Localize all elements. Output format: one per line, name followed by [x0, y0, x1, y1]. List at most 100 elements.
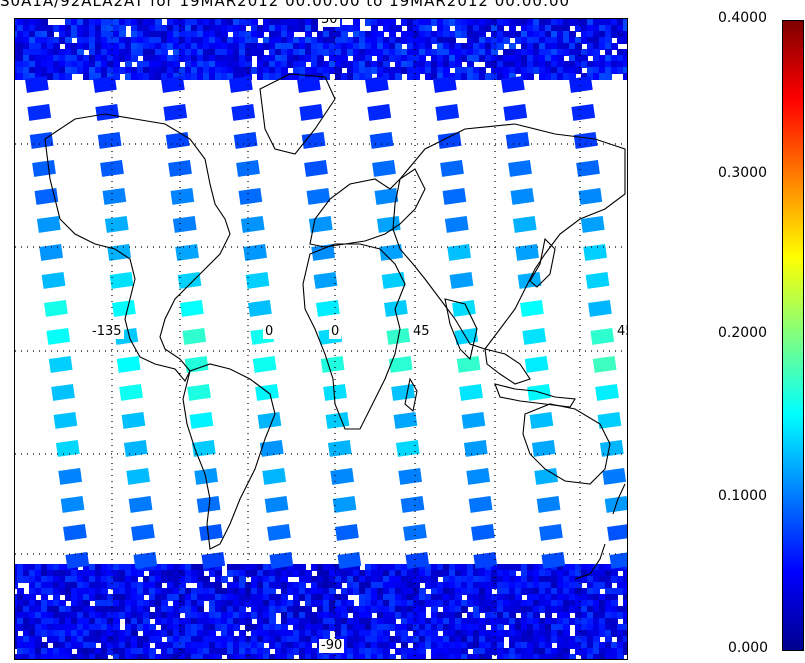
polar-retrieval-cell [317, 31, 324, 38]
polar-retrieval-cell [341, 624, 348, 631]
polar-retrieval-cell [485, 618, 492, 625]
polar-retrieval-cell [239, 67, 246, 74]
polar-retrieval-cell [47, 588, 54, 595]
polar-retrieval-cell [581, 648, 588, 655]
polar-retrieval-cell [269, 654, 276, 659]
retrieval-block [182, 328, 206, 345]
polar-retrieval-cell [251, 606, 258, 613]
polar-retrieval-cell [317, 570, 324, 577]
polar-retrieval-cell [269, 630, 276, 637]
polar-retrieval-cell [587, 43, 594, 50]
polar-retrieval-cell [233, 37, 240, 44]
polar-retrieval-cell [599, 606, 606, 613]
polar-retrieval-cell [467, 612, 474, 619]
polar-retrieval-cell [575, 49, 582, 56]
polar-retrieval-cell [269, 55, 276, 62]
retrieval-block [56, 440, 80, 457]
polar-retrieval-cell [509, 654, 516, 659]
polar-retrieval-cell [155, 61, 162, 68]
polar-retrieval-cell [407, 606, 414, 613]
polar-retrieval-cell [467, 55, 474, 62]
polar-retrieval-cell [275, 636, 282, 643]
polar-retrieval-cell [23, 630, 30, 637]
polar-retrieval-cell [533, 49, 540, 56]
polar-retrieval-cell [383, 43, 390, 50]
polar-retrieval-cell [497, 654, 504, 659]
polar-retrieval-cell [377, 49, 384, 56]
polar-retrieval-cell [197, 618, 204, 625]
polar-retrieval-cell [341, 654, 348, 659]
polar-retrieval-cell [17, 31, 24, 38]
retrieval-block [173, 216, 197, 233]
polar-retrieval-cell [413, 31, 420, 38]
polar-retrieval-cell [347, 61, 354, 68]
retrieval-block [590, 328, 614, 345]
polar-retrieval-cell [41, 654, 48, 659]
polar-retrieval-cell [239, 588, 246, 595]
polar-retrieval-cell [605, 37, 612, 44]
polar-retrieval-cell [341, 630, 348, 637]
retrieval-block [520, 300, 544, 317]
polar-retrieval-cell [323, 582, 330, 589]
polar-retrieval-cell [71, 49, 78, 56]
polar-retrieval-cell [527, 648, 534, 655]
polar-retrieval-cell [293, 67, 300, 74]
polar-retrieval-cell [431, 49, 438, 56]
polar-retrieval-cell [533, 576, 540, 583]
polar-retrieval-cell [209, 654, 216, 659]
polar-retrieval-cell [359, 37, 366, 44]
polar-retrieval-cell [95, 636, 102, 643]
polar-retrieval-cell [107, 600, 114, 607]
polar-retrieval-cell [119, 37, 126, 44]
retrieval-block [571, 104, 595, 121]
polar-retrieval-cell [395, 25, 402, 32]
polar-retrieval-cell [461, 606, 468, 613]
polar-retrieval-cell [71, 612, 78, 619]
polar-retrieval-cell [263, 61, 270, 68]
polar-retrieval-cell [473, 606, 480, 613]
polar-retrieval-cell [527, 642, 534, 649]
polar-retrieval-cell [35, 606, 42, 613]
polar-retrieval-cell [227, 588, 234, 595]
polar-retrieval-cell [401, 594, 408, 601]
polar-retrieval-cell [191, 588, 198, 595]
polar-retrieval-cell [143, 636, 150, 643]
polar-retrieval-cell [485, 576, 492, 583]
polar-retrieval-cell [461, 624, 468, 631]
polar-retrieval-cell [203, 618, 210, 625]
polar-retrieval-cell [449, 636, 456, 643]
polar-retrieval-cell [365, 630, 372, 637]
polar-retrieval-cell [263, 73, 270, 80]
polar-retrieval-cell [437, 564, 444, 571]
polar-retrieval-cell [305, 31, 312, 38]
polar-retrieval-cell [545, 624, 552, 631]
polar-retrieval-cell [569, 654, 576, 659]
polar-retrieval-cell [587, 588, 594, 595]
polar-retrieval-cell [281, 25, 288, 32]
polar-retrieval-cell [413, 73, 420, 80]
polar-retrieval-cell [83, 576, 90, 583]
polar-retrieval-cell [395, 600, 402, 607]
polar-retrieval-cell [527, 67, 534, 74]
polar-retrieval-cell [317, 576, 324, 583]
polar-retrieval-cell [599, 594, 606, 601]
polar-retrieval-cell [521, 624, 528, 631]
polar-retrieval-cell [545, 43, 552, 50]
polar-retrieval-cell [461, 582, 468, 589]
polar-retrieval-cell [347, 25, 354, 32]
polar-retrieval-cell [275, 19, 282, 26]
polar-retrieval-cell [563, 37, 570, 44]
polar-retrieval-cell [563, 618, 570, 625]
polar-retrieval-cell [599, 642, 606, 649]
polar-retrieval-cell [377, 37, 384, 44]
polar-retrieval-cell [563, 654, 570, 659]
polar-retrieval-cell [137, 61, 144, 68]
polar-retrieval-cell [137, 19, 144, 26]
polar-retrieval-cell [161, 55, 168, 62]
polar-retrieval-cell [497, 19, 504, 26]
polar-retrieval-cell [35, 654, 42, 659]
polar-retrieval-cell [545, 654, 552, 659]
polar-retrieval-cell [617, 19, 624, 26]
polar-retrieval-cell [479, 654, 486, 659]
polar-retrieval-cell [131, 618, 138, 625]
